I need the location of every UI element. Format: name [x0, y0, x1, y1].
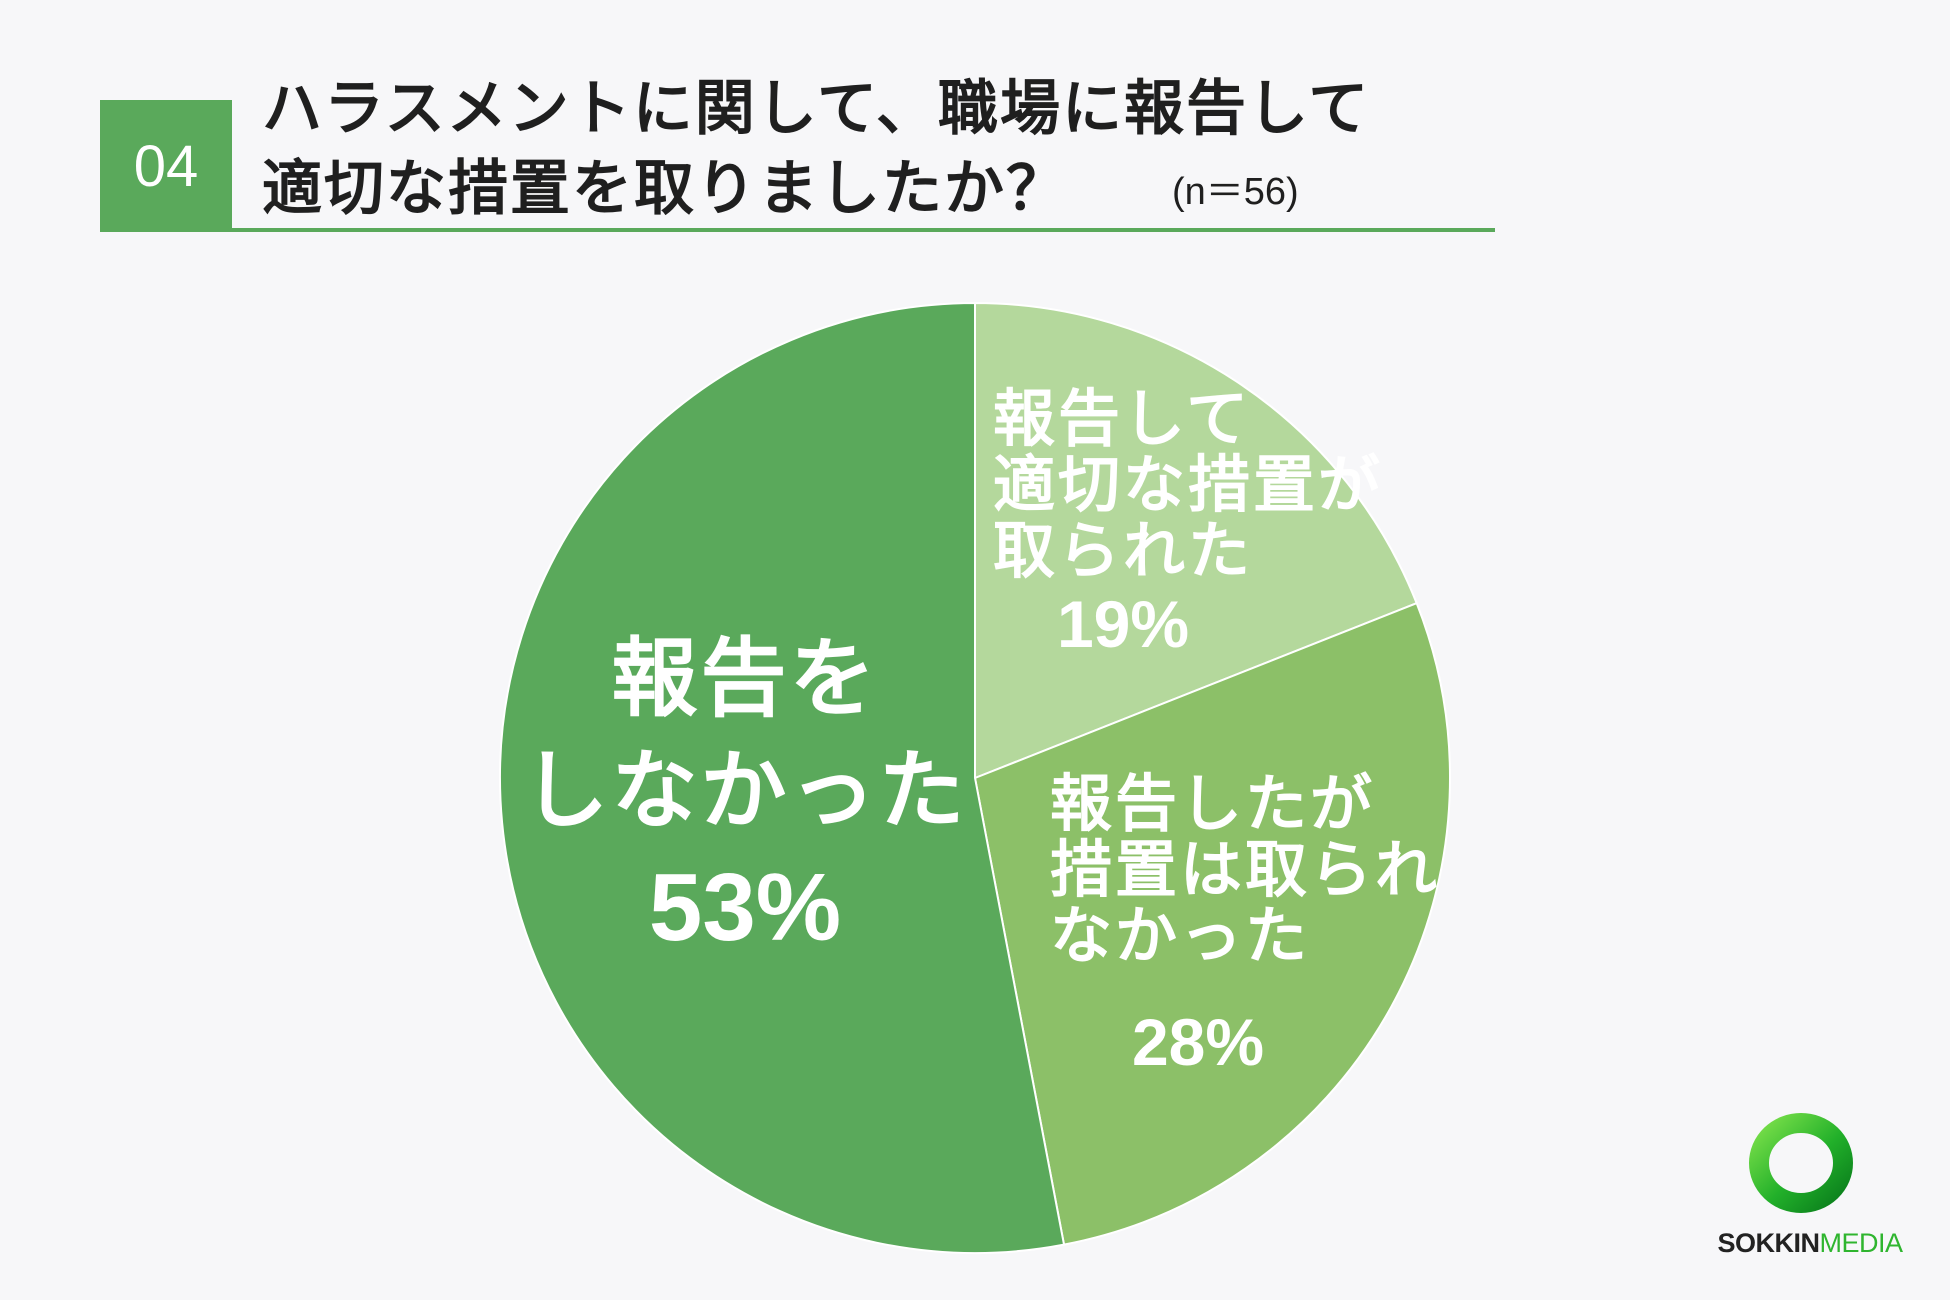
- pie-slice-2-label-line: なかった: [1050, 899, 1310, 972]
- sokkin-media-logo: SOKKINMEDIA: [1690, 1108, 1930, 1258]
- pie-slice-3-label-line: 報告を: [612, 629, 879, 729]
- pie-slice-3: [499, 301, 1066, 1254]
- logo-wordmark-light: MEDIA: [1819, 1228, 1904, 1258]
- sample-size-note: (n＝56): [1172, 171, 1299, 213]
- logo-wordmark-bold: SOKKIN: [1717, 1228, 1820, 1258]
- pie-slice-3-label-line: しなかった: [523, 741, 968, 841]
- pie-slice-1-value-label: 19%: [1057, 587, 1189, 661]
- pie-slice-1-label-line: 報告して: [993, 382, 1251, 455]
- pie-slice-2: [973, 601, 1451, 1246]
- pie-slice-3-value-label: 53%: [649, 854, 841, 961]
- pie-slice-1-label-line: 取られた: [993, 514, 1253, 587]
- question-title-line-2: 適切な措置を取りましたか？: [262, 154, 1068, 224]
- question-title-line-1: ハラスメントに関して、職場に報告して: [262, 74, 1371, 144]
- pie-slice-2-value-label: 28%: [1132, 1005, 1264, 1079]
- title-underline: [232, 228, 1495, 232]
- pie-slice-2-label-line: 報告したが: [1050, 767, 1375, 840]
- logo-wordmark: SOKKINMEDIA: [1690, 1228, 1930, 1259]
- question-number-badge: 04: [100, 100, 232, 232]
- pie-slice-2-label-line: 措置は取られ: [1050, 833, 1440, 906]
- pie-slice-1-label-line: 適切な措置が: [993, 448, 1383, 521]
- ring-logo-icon: [1749, 1113, 1853, 1213]
- pie-slice-1: [974, 301, 1418, 780]
